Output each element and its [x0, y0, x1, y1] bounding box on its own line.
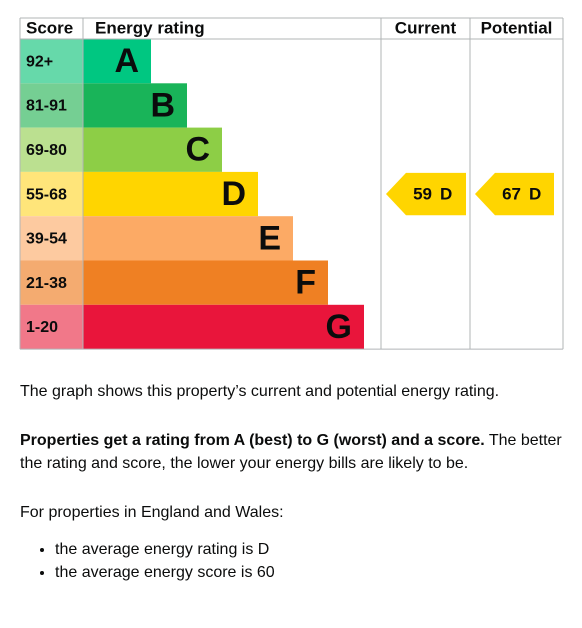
- bold-text: Properties get a rating from A (best) to…: [20, 432, 485, 449]
- potential-arrow: [475, 172, 554, 216]
- score-range: 81-91: [26, 98, 67, 115]
- rating-bar: [83, 171, 258, 217]
- score-range: 69-80: [26, 142, 67, 159]
- intro-text: The graph shows this property’s current …: [20, 383, 500, 400]
- score-range: 1-20: [26, 319, 58, 336]
- epc-graph: Score Energy rating Current Potential 92+ A 81…: [19, 17, 564, 350]
- header-score: Score: [26, 18, 73, 37]
- rating-explanation: Properties get a rating from A (best) to…: [20, 429, 565, 475]
- rating-letter: F: [295, 264, 316, 302]
- description: The graph shows this property’s current …: [20, 380, 565, 584]
- rating-bar: [83, 127, 222, 172]
- average-score: the average energy score is 60: [55, 561, 565, 584]
- score-cell: [20, 39, 83, 84]
- rating-bar: [83, 83, 187, 128]
- score-cell: [20, 260, 83, 305]
- current-arrow: [386, 172, 466, 216]
- rating-letter: C: [185, 131, 210, 169]
- rating-bar: [83, 216, 293, 261]
- rating-letter: E: [258, 219, 281, 257]
- potential-letter: D: [529, 185, 541, 204]
- rating-bar: [83, 260, 328, 305]
- score-range: 92+: [26, 53, 53, 70]
- header-current: Current: [395, 18, 457, 37]
- score-cell: [20, 83, 83, 128]
- explanation-text: The better the rating and score, the low…: [20, 432, 562, 472]
- rating-letter: B: [150, 86, 175, 124]
- rating-letter: A: [114, 42, 139, 80]
- score-cell: [20, 171, 83, 217]
- header-potential: Potential: [481, 18, 553, 37]
- current-letter: D: [440, 185, 452, 204]
- averages-list: the average energy rating is D the avera…: [20, 538, 565, 584]
- score-range: 39-54: [26, 231, 67, 248]
- rating-letter: G: [326, 308, 352, 346]
- current-score: 59: [413, 185, 432, 204]
- score-cell: [20, 304, 83, 350]
- score-range: 21-38: [26, 275, 67, 292]
- rating-bar: [83, 304, 364, 350]
- rating-letter: D: [221, 175, 246, 213]
- rating-bar: [83, 39, 151, 84]
- score-range: 55-68: [26, 186, 67, 203]
- potential-score: 67: [502, 185, 521, 204]
- average-rating: the average energy rating is D: [55, 538, 565, 561]
- score-cell: [20, 216, 83, 261]
- score-cell: [20, 127, 83, 172]
- regional-text: For properties in England and Wales:: [20, 504, 284, 521]
- header-rating: Energy rating: [95, 18, 205, 37]
